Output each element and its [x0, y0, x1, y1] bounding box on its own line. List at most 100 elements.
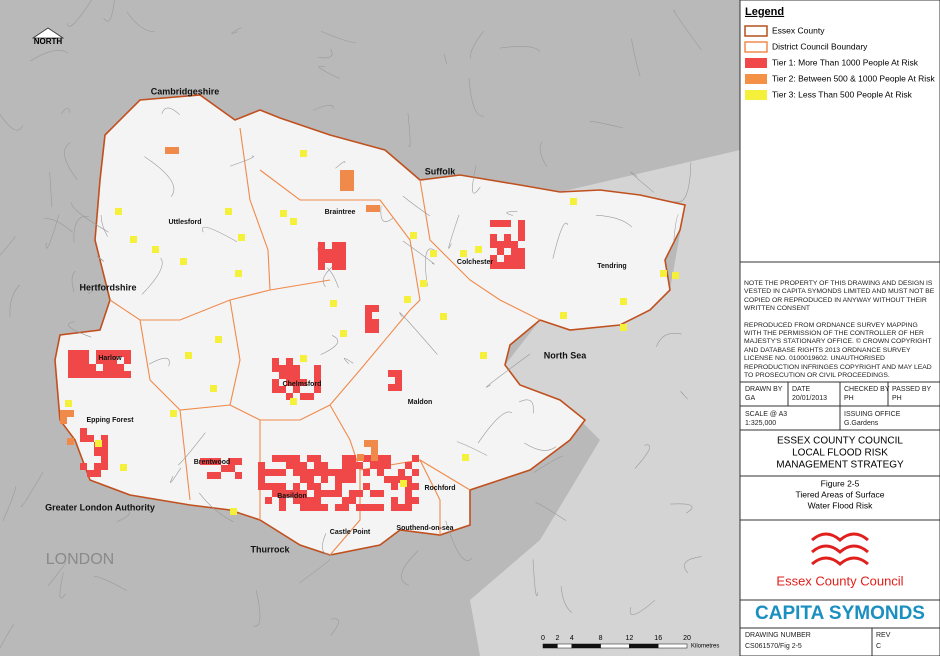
- title-line: ESSEX COUNTY COUNCIL: [777, 436, 903, 447]
- road: [299, 559, 330, 584]
- flood-cell: [340, 330, 347, 337]
- scale-tick-label: 12: [626, 635, 634, 642]
- flood-cell: [339, 263, 346, 270]
- flood-cell: [314, 504, 321, 511]
- flood-cell: [325, 249, 332, 256]
- scale-segment: [542, 643, 558, 649]
- flood-cell: [377, 469, 384, 476]
- flood-cell: [293, 455, 300, 462]
- flood-cell: [388, 370, 395, 377]
- district-boundary: [419, 179, 541, 321]
- road: [161, 107, 180, 115]
- flood-cell: [518, 262, 525, 269]
- flood-cell: [391, 483, 398, 490]
- flood-cell: [372, 319, 379, 326]
- flood-cell: [293, 490, 300, 497]
- flood-cell: [286, 358, 293, 365]
- place-label: Epping Forest: [86, 417, 134, 424]
- drawing-title: ESSEX COUNTY COUNCIL LOCAL FLOOD RISK MA…: [776, 436, 904, 511]
- flood-cell: [314, 490, 321, 497]
- flood-cell: [68, 357, 75, 364]
- scale-tick-label: 8: [599, 635, 603, 642]
- client-name: Essex County Council: [776, 573, 903, 588]
- flood-cell: [339, 249, 346, 256]
- road: [469, 30, 485, 59]
- legend-label: Tier 2: Between 500 & 1000 People At Ris…: [772, 73, 935, 83]
- flood-cell: [342, 476, 349, 483]
- road: [229, 155, 254, 167]
- flood-cell: [314, 462, 321, 469]
- flood-cell: [94, 449, 101, 456]
- flood-cell: [228, 458, 235, 465]
- road: [21, 471, 44, 507]
- flood-cell: [318, 242, 325, 249]
- flood-cell: [405, 462, 412, 469]
- flood-cell: [279, 497, 286, 504]
- field-value: 20/01/2013: [792, 395, 827, 402]
- flood-cell: [300, 393, 307, 400]
- road: [401, 550, 419, 586]
- flood-cell: [130, 236, 137, 243]
- road: [680, 391, 688, 400]
- place-label: Colchester: [457, 259, 493, 266]
- road: [402, 195, 431, 217]
- flood-cell: [504, 234, 511, 241]
- flood-cell: [321, 462, 328, 469]
- flood-cell: [286, 462, 293, 469]
- title-block-grid: [740, 381, 940, 656]
- flood-cell: [377, 462, 384, 469]
- flood-cell: [332, 256, 339, 263]
- flood-cell: [560, 312, 567, 319]
- flood-cell: [364, 440, 371, 447]
- flood-cell: [110, 371, 117, 378]
- flood-cell: [318, 256, 325, 263]
- place-label: Braintree: [325, 209, 356, 216]
- flood-cell: [340, 177, 347, 184]
- district-boundary: [229, 309, 411, 421]
- road: [148, 357, 170, 367]
- flood-cell: [347, 177, 354, 184]
- district-boundary: [179, 409, 191, 501]
- road: [68, 321, 92, 338]
- scale-segment: [657, 643, 688, 649]
- title-panel: [739, 0, 940, 656]
- north-arrow: NORTH: [31, 27, 65, 46]
- legend-title: Legend: [745, 6, 784, 18]
- title-line: MANAGEMENT STRATEGY: [776, 460, 904, 471]
- flood-cell: [405, 483, 412, 490]
- district-boundary: [419, 459, 441, 535]
- flood-cell: [365, 305, 372, 312]
- roads: [0, 0, 702, 649]
- flood-cell: [314, 365, 321, 372]
- legend-label: District Council Boundary: [772, 41, 868, 51]
- flood-cell: [518, 248, 525, 255]
- road: [0, 236, 16, 256]
- flood-cell: [101, 456, 108, 463]
- road: [100, 214, 108, 237]
- flood-cell: [377, 490, 384, 497]
- flood-cell: [349, 490, 356, 497]
- flood-cell: [335, 469, 342, 476]
- road: [535, 502, 567, 521]
- road: [71, 202, 109, 233]
- flood-cell: [68, 371, 75, 378]
- flood-cell: [265, 497, 272, 504]
- road: [399, 312, 438, 355]
- flood-cell: [363, 469, 370, 476]
- flood-cell: [75, 357, 82, 364]
- road: [0, 113, 23, 131]
- flood-cell: [214, 458, 221, 465]
- road: [533, 455, 564, 473]
- flood-cell: [300, 497, 307, 504]
- flood-cell: [279, 386, 286, 393]
- flood-cell: [103, 357, 110, 364]
- flood-cell: [314, 455, 321, 462]
- flood-cell: [497, 241, 504, 248]
- field-label: DRAWN BY: [745, 386, 783, 393]
- flood-cell: [89, 371, 96, 378]
- flood-cell: [347, 170, 354, 177]
- flood-cell: [335, 476, 342, 483]
- flood-cell: [462, 454, 469, 461]
- flood-cell: [342, 469, 349, 476]
- field-value: 1:325,000: [745, 420, 776, 427]
